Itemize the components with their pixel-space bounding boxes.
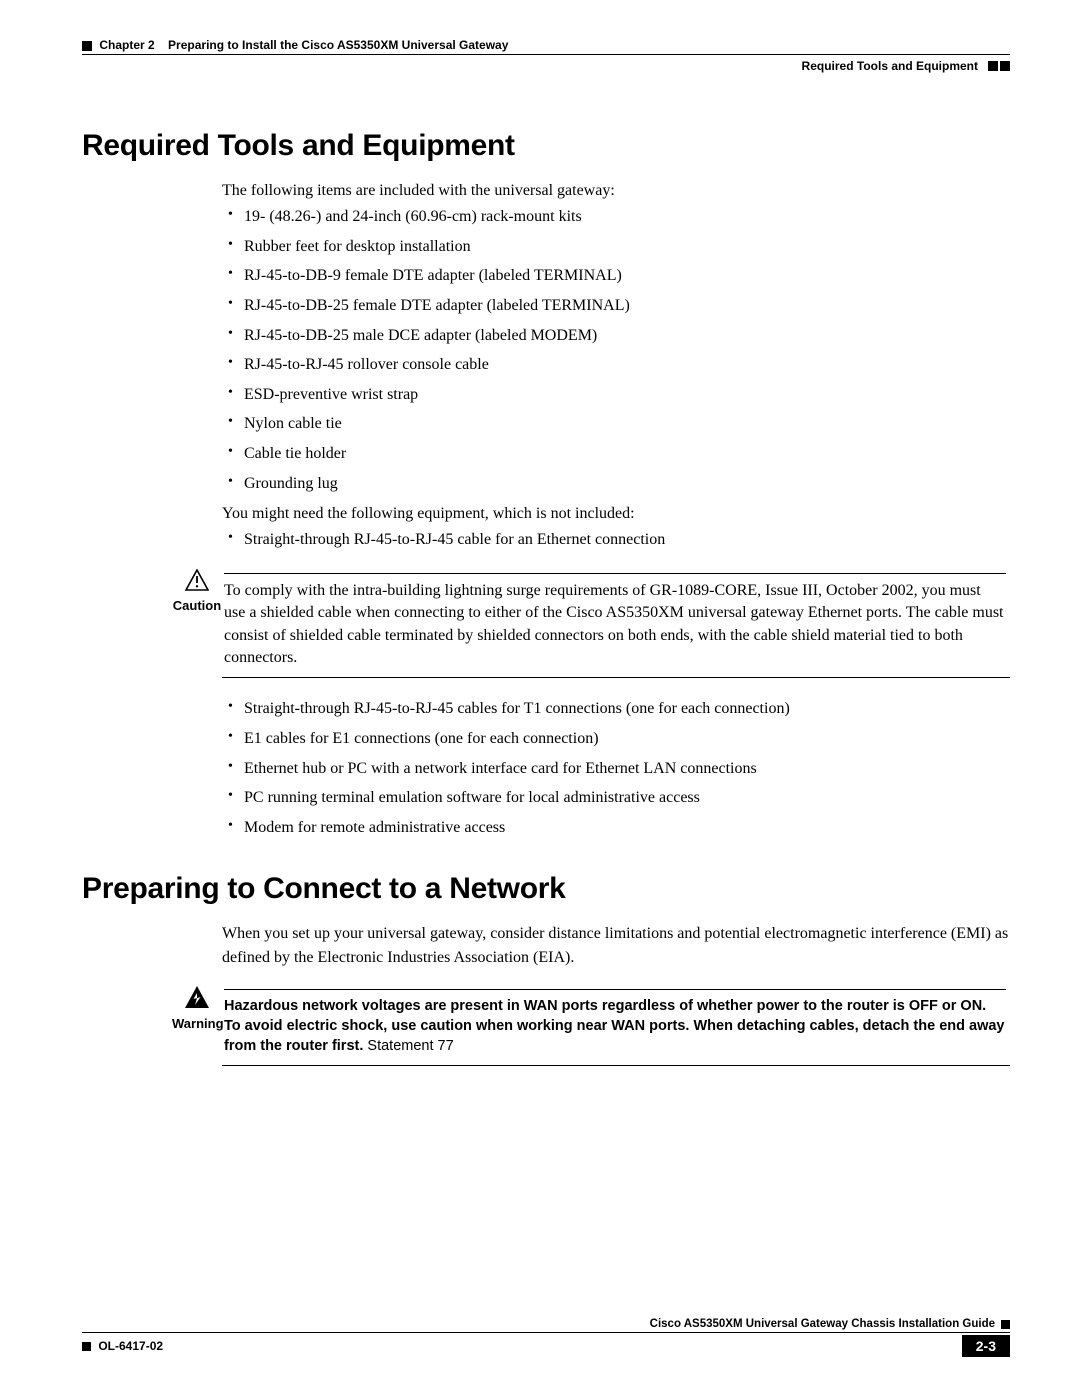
not-included-pre-list: Straight-through RJ-45-to-RJ-45 cable fo… (222, 529, 1010, 551)
document-page: Chapter 2 Preparing to Install the Cisco… (0, 0, 1080, 1120)
caution-text: To comply with the intra-building lightn… (224, 582, 1004, 666)
warning-body: Hazardous network voltages are present i… (224, 998, 1005, 1055)
not-included-post-list: Straight-through RJ-45-to-RJ-45 cables f… (222, 698, 1010, 838)
section-body: The following items are included with th… (222, 179, 1010, 551)
list-item: PC running terminal emulation software f… (222, 787, 1010, 809)
list-item: Straight-through RJ-45-to-RJ-45 cables f… (222, 698, 1010, 720)
list-item: Rubber feet for desktop installation (222, 236, 1010, 258)
section-name-right: Required Tools and Equipment (802, 59, 978, 73)
caution-triangle-icon (185, 569, 209, 591)
footer-square-icon (1001, 1320, 1010, 1329)
warning-text: Hazardous network voltages are present i… (224, 998, 1005, 1055)
section-body-cont: Straight-through RJ-45-to-RJ-45 cables f… (222, 698, 1010, 838)
list-item: Ethernet hub or PC with a network interf… (222, 758, 1010, 780)
page-number: 2-3 (962, 1335, 1010, 1357)
included-list: 19- (48.26-) and 24-inch (60.96-cm) rack… (222, 206, 1010, 494)
list-item: RJ-45-to-DB-25 male DCE adapter (labeled… (222, 325, 1010, 347)
chapter-title: Preparing to Install the Cisco AS5350XM … (168, 38, 508, 52)
list-item: Cable tie holder (222, 443, 1010, 465)
not-included-intro: You might need the following equipment, … (222, 502, 1010, 525)
intro-text: The following items are included with th… (222, 179, 1010, 202)
section-title: Required Tools and Equipment (82, 129, 1010, 163)
list-item: ESD-preventive wrist strap (222, 384, 1010, 406)
footer-guide-title: Cisco AS5350XM Universal Gateway Chassis… (650, 1318, 995, 1330)
warning-icon-col: Warning (172, 985, 222, 1031)
caution-icon-col: Caution (172, 569, 222, 613)
section2-intro: When you set up your universal gateway, … (222, 922, 1010, 968)
list-item: Grounding lug (222, 473, 1010, 495)
warning-triangle-icon (184, 985, 210, 1009)
subheader-square-icon (988, 61, 998, 71)
list-item: Straight-through RJ-45-to-RJ-45 cable fo… (222, 529, 1010, 551)
warning-block: Warning Hazardous network voltages are p… (82, 985, 1010, 1066)
section-2: Preparing to Connect to a Network When y… (82, 872, 1010, 1065)
doc-id: OL-6417-02 (98, 1339, 163, 1353)
warning-statement: Statement 77 (363, 1038, 453, 1054)
list-item: E1 cables for E1 connections (one for ea… (222, 728, 1010, 750)
page-subheader: Required Tools and Equipment (82, 59, 1010, 73)
list-item: Nylon cable tie (222, 413, 1010, 435)
subheader-square-icon (1000, 61, 1010, 71)
header-left: Chapter 2 Preparing to Install the Cisco… (82, 38, 508, 52)
caution-block: Caution To comply with the intra-buildin… (82, 569, 1010, 679)
list-item: RJ-45-to-RJ-45 rollover console cable (222, 354, 1010, 376)
footer-square-left-icon (82, 1342, 91, 1351)
caution-label: Caution (172, 598, 222, 613)
list-item: RJ-45-to-DB-25 female DTE adapter (label… (222, 295, 1010, 317)
list-item: RJ-45-to-DB-9 female DTE adapter (labele… (222, 265, 1010, 287)
page-footer: Cisco AS5350XM Universal Gateway Chassis… (82, 1318, 1010, 1357)
header-square-icon (82, 41, 92, 51)
footer-doc-id: OL-6417-02 (82, 1339, 163, 1353)
warning-text-col: Hazardous network voltages are present i… (224, 985, 1010, 1057)
chapter-label: Chapter 2 (99, 38, 154, 52)
list-item: Modem for remote administrative access (222, 817, 1010, 839)
list-item: 19- (48.26-) and 24-inch (60.96-cm) rack… (222, 206, 1010, 228)
page-header: Chapter 2 Preparing to Install the Cisco… (82, 38, 1010, 55)
warning-label: Warning (172, 1016, 222, 1031)
caution-text-col: To comply with the intra-building lightn… (224, 569, 1010, 670)
section2-title: Preparing to Connect to a Network (82, 872, 1010, 906)
